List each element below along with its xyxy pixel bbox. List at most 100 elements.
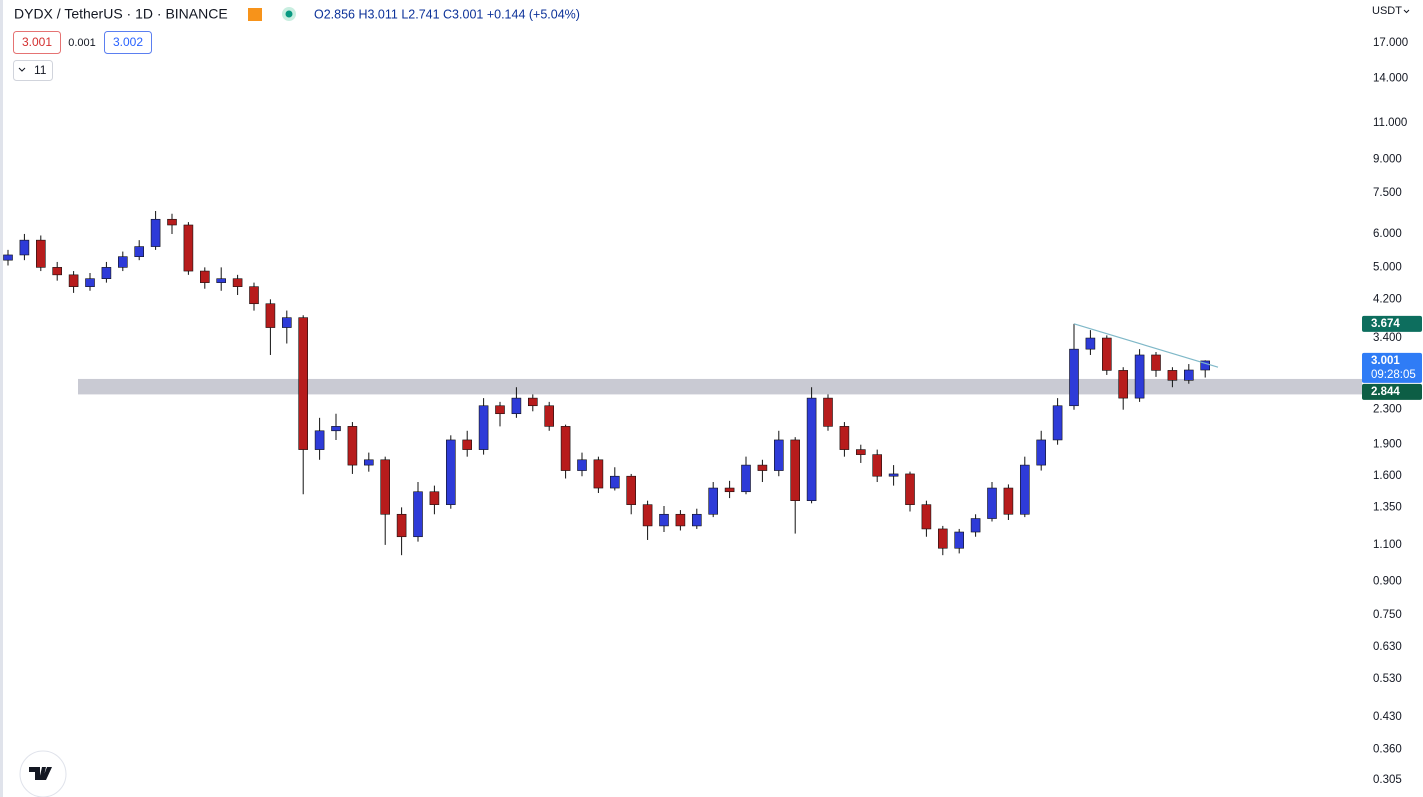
candle-body [413, 491, 423, 538]
candle-body [937, 528, 948, 549]
sell-price[interactable]: 3.001 [22, 35, 52, 49]
candle-body [757, 464, 768, 471]
indicator-toggle[interactable] [13, 60, 53, 81]
candle-body [691, 513, 702, 527]
candle-body [609, 475, 620, 489]
candle-body [1184, 369, 1194, 381]
candle-body [232, 278, 243, 287]
candle-body [741, 464, 751, 493]
candle-body [888, 473, 899, 477]
candle-body [544, 405, 555, 427]
candle-body [265, 303, 276, 328]
candle-body [1102, 337, 1112, 371]
candle-body [773, 439, 784, 471]
candle-body [216, 278, 226, 283]
candle-body [1085, 337, 1096, 350]
candle-body [200, 270, 210, 283]
candle-body [150, 218, 161, 247]
candle-body [511, 397, 522, 415]
candle-body [363, 459, 374, 466]
candle-body [1069, 348, 1079, 407]
y-tick-label: 11.000 [1373, 117, 1407, 129]
y-tick-label: 0.305 [1373, 774, 1402, 786]
candle-body [85, 278, 95, 287]
indicator-count[interactable]: 11 [34, 63, 47, 77]
y-tick-label: 14.000 [1373, 73, 1408, 85]
candle-body [642, 504, 653, 527]
y-tick-label: 6.000 [1373, 228, 1402, 240]
y-tick-label: 3.400 [1373, 332, 1402, 344]
candle-body [872, 454, 883, 477]
candle-body [167, 218, 177, 226]
y-tick-label: 4.200 [1373, 293, 1402, 305]
candle-body [380, 459, 391, 515]
candle-body [806, 397, 817, 501]
candle-body [790, 439, 801, 501]
y-tick-label: 0.630 [1373, 641, 1402, 653]
ohlc-values: O2.856 H3.011 L2.741 C3.001 +0.144 (+5.0… [314, 7, 580, 21]
buy-button[interactable] [104, 31, 152, 54]
y-tick-label: 1.900 [1373, 439, 1402, 451]
candle-body [1118, 370, 1128, 399]
candle-body [462, 439, 473, 450]
y-tick-label: 5.000 [1373, 261, 1402, 273]
y-tick-label: 2.300 [1373, 404, 1402, 416]
buy-price[interactable]: 3.002 [113, 35, 143, 49]
price-tag [1362, 352, 1422, 383]
price-tag [1362, 383, 1422, 400]
candle-body [19, 239, 30, 256]
y-tick-label: 0.530 [1373, 673, 1402, 685]
candle-body [35, 239, 46, 268]
y-tick-label: 7.500 [1373, 187, 1402, 199]
candle-body [1019, 464, 1030, 515]
symbol-title[interactable]: DYDX / TetherUS · 1D · BINANCE [14, 6, 228, 22]
candle-body [1200, 360, 1210, 371]
candle-body [905, 473, 915, 505]
candle-body [478, 405, 489, 450]
candle-body [1167, 370, 1178, 381]
candle-body [560, 426, 571, 471]
candle-body [839, 426, 850, 450]
candle-body [1134, 354, 1145, 399]
currency-chevron [1403, 9, 1410, 14]
toolbar-edge [0, 0, 3, 797]
candle-body [331, 426, 341, 432]
candle-body [314, 430, 325, 450]
price-tag-label: 2.844 [1371, 386, 1400, 398]
candle-body [577, 459, 587, 471]
y-tick-label: 1.600 [1373, 470, 1402, 482]
flag-icon[interactable] [248, 8, 262, 21]
candle-body [593, 459, 604, 489]
candle-body [281, 317, 292, 328]
candle-layer [3, 210, 1219, 556]
logo [29, 767, 52, 780]
candle-body [970, 518, 981, 533]
price-tag [1362, 315, 1422, 332]
candle-body [675, 513, 686, 527]
candle-body [1003, 487, 1014, 515]
candle-body [429, 491, 440, 505]
candle-body [495, 405, 505, 415]
candle-body [659, 513, 669, 527]
currency-label[interactable]: USDT [1372, 5, 1402, 17]
candle-body [708, 487, 719, 515]
candle-body [1036, 439, 1046, 466]
y-tick-label: 0.750 [1373, 609, 1402, 621]
candle-body [101, 267, 112, 279]
candle-body [855, 449, 866, 455]
candle-body [1151, 354, 1161, 371]
candle-body [921, 504, 932, 530]
support-zone [78, 378, 1362, 395]
candle-body [68, 274, 79, 287]
zone-layer [78, 378, 1362, 395]
candle-body [626, 475, 637, 505]
price-tag-label: 3.001 [1371, 355, 1400, 367]
y-tick-label: 0.360 [1373, 744, 1402, 756]
candle-body [298, 317, 309, 450]
y-tick-label: 1.350 [1373, 501, 1402, 513]
trendline [1073, 323, 1219, 368]
y-tick-label: 1.100 [1373, 539, 1402, 551]
sell-button[interactable] [13, 31, 61, 54]
